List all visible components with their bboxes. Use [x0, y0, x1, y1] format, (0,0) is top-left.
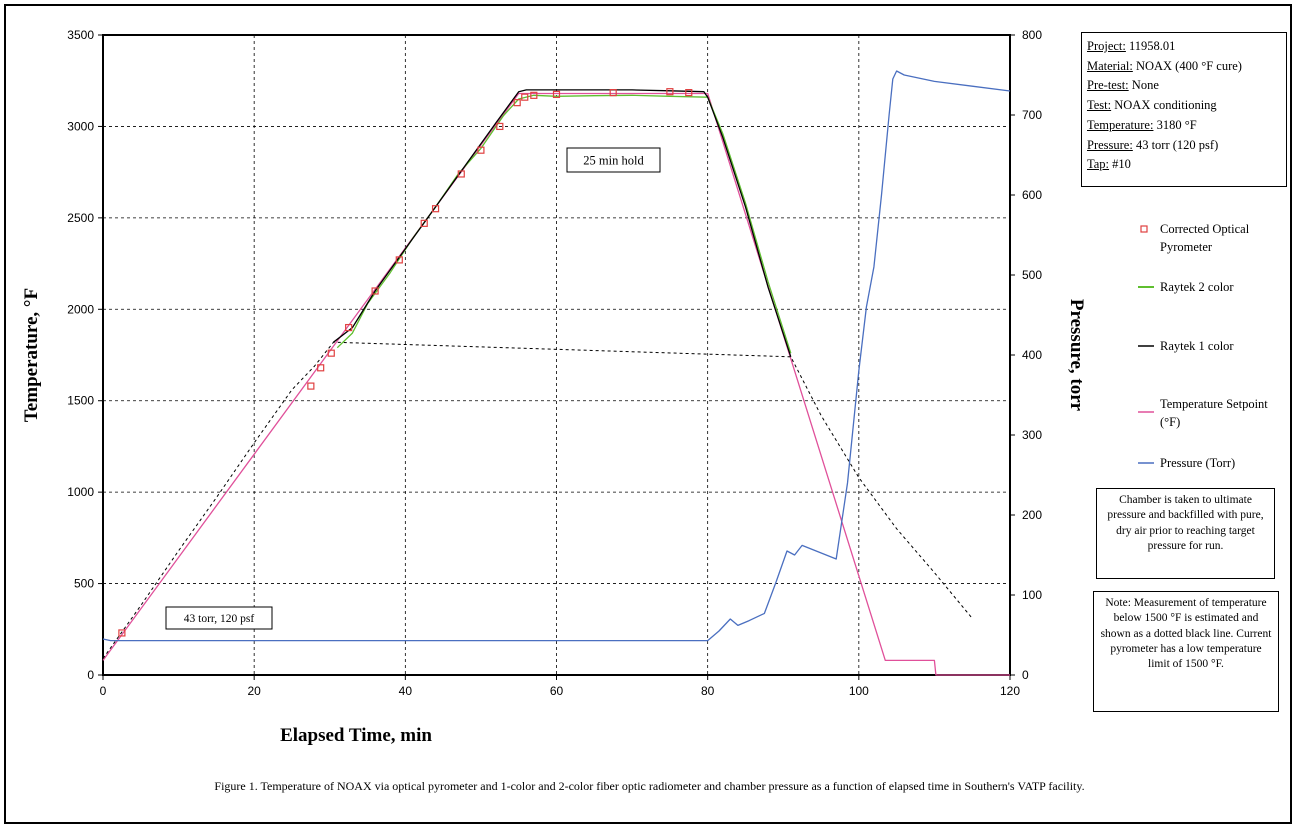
y2-tick-label: 0 — [1022, 668, 1029, 682]
figure-frame — [4, 4, 1292, 824]
hold-label: 25 min hold — [583, 154, 644, 168]
legend-swatch-line — [1138, 462, 1154, 464]
y-axis-title: Temperature, °F — [21, 288, 42, 422]
y2-axis-title: Pressure, torr — [1066, 299, 1087, 412]
point-corrected-optical-pyrometer — [609, 88, 617, 97]
y2-tick-label: 200 — [1022, 508, 1042, 522]
info-pretest: Pre-test: None — [1087, 78, 1159, 93]
point-corrected-optical-pyrometer — [345, 323, 353, 332]
series-line-pressure-torr — [102, 70, 1011, 642]
x-tick-label: 60 — [550, 684, 564, 698]
legend-swatch-line — [1138, 345, 1154, 347]
point-corrected-optical-pyrometer — [496, 122, 504, 131]
y2-tick-label: 800 — [1022, 28, 1042, 42]
x-tick-label: 120 — [1000, 684, 1020, 698]
chamber-note: Chamber is taken to ultimate pressure an… — [1096, 488, 1275, 579]
series-line-raytek-1-color-estimated — [102, 341, 973, 659]
y2-tick-label: 100 — [1022, 588, 1042, 602]
hold-annotation: 25 min hold — [566, 147, 661, 173]
axis-ticks: 0 20 40 60 80 100 1200500100015002000250030003… — [67, 28, 1042, 698]
legend-swatch-line — [1138, 411, 1154, 413]
x-tick-label: 40 — [399, 684, 413, 698]
point-corrected-optical-pyrometer — [118, 629, 126, 637]
test-info-box: Project: 11958.01 Material: NOAX (400 °F… — [1081, 32, 1287, 187]
info-temperature: Temperature: 3180 °F — [1087, 117, 1197, 132]
point-corrected-optical-pyrometer — [327, 349, 335, 357]
y-tick-label: 2000 — [67, 302, 94, 316]
info-project: Project: 11958.01 — [1087, 39, 1176, 53]
info-material: Material: NOAX (400 °F cure) — [1087, 58, 1242, 73]
y-tick-label: 3500 — [67, 28, 94, 42]
point-corrected-optical-pyrometer — [457, 170, 465, 178]
point-corrected-optical-pyrometer — [477, 146, 485, 154]
x-tick-label: 100 — [849, 684, 869, 698]
pressure-label: 43 torr, 120 psf — [184, 613, 255, 625]
info-pressure: Pressure: 43 torr (120 psf) — [1087, 137, 1219, 152]
info-tap: Tap: #10 — [1087, 157, 1131, 172]
point-corrected-optical-pyrometer — [685, 88, 693, 97]
legend-swatch-line — [1138, 286, 1154, 288]
x-axis-title: Elapsed Time, min — [280, 725, 432, 746]
x-tick-label: 80 — [701, 684, 715, 698]
point-corrected-optical-pyrometer — [530, 91, 538, 99]
y-tick-label: 0 — [87, 668, 94, 682]
point-corrected-optical-pyrometer — [521, 93, 529, 101]
figure-caption: Figure 1. Temperature of NOAX via optica… — [214, 779, 1085, 793]
x-tick-label: 20 — [247, 684, 261, 698]
y-tick-label: 500 — [74, 577, 94, 591]
legend-swatch-square — [1140, 225, 1148, 233]
data-series — [102, 70, 1011, 676]
point-corrected-optical-pyrometer — [431, 205, 440, 213]
y2-tick-label: 600 — [1022, 188, 1042, 202]
point-corrected-optical-pyrometer — [371, 287, 379, 295]
point-corrected-optical-pyrometer — [666, 88, 674, 96]
y2-tick-label: 500 — [1022, 268, 1042, 282]
measurement-note: Note: Measurement of temperature below 1… — [1093, 591, 1279, 712]
y2-tick-label: 400 — [1022, 348, 1042, 362]
info-test: Test: NOAX conditioning — [1087, 98, 1217, 113]
point-corrected-optical-pyrometer — [395, 256, 403, 264]
point-corrected-optical-pyrometer — [552, 90, 561, 99]
grid-lines — [103, 35, 1010, 675]
pressure-annotation: 43 torr, 120 psf — [165, 606, 273, 630]
y-tick-label: 1000 — [67, 485, 94, 499]
y-tick-label: 2500 — [67, 211, 94, 225]
y-tick-label: 1500 — [67, 394, 94, 408]
series-line-raytek-2-color — [336, 94, 792, 354]
y2-tick-label: 700 — [1022, 108, 1042, 122]
y-tick-label: 3000 — [67, 119, 94, 133]
point-corrected-optical-pyrometer — [307, 382, 315, 390]
point-corrected-optical-pyrometer — [420, 219, 428, 227]
point-corrected-optical-pyrometer — [317, 364, 325, 372]
x-tick-label: 0 — [100, 684, 107, 698]
y2-tick-label: 300 — [1022, 428, 1042, 442]
series-line-raytek-1-color — [333, 89, 792, 358]
series-line-temperature-setpoint-f — [102, 92, 1010, 676]
point-corrected-optical-pyrometer — [513, 99, 521, 107]
